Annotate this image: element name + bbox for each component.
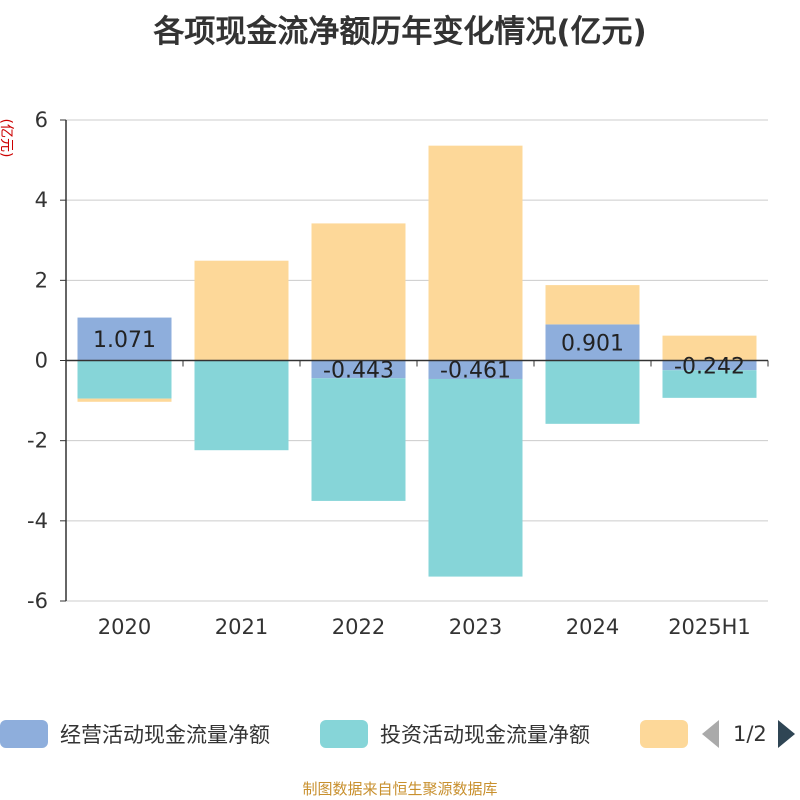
legend: 经营活动现金流量净额 投资活动现金流量净额 1/2 — [0, 716, 800, 756]
legend-pager: 1/2 — [702, 720, 795, 748]
bar-s0-2020 — [77, 317, 172, 361]
legend-swatch-1 — [320, 720, 368, 748]
x-tick-label-2025H1: 2025H1 — [668, 615, 751, 639]
bar-s1-2023 — [428, 378, 523, 577]
bar-s1-2022 — [311, 378, 406, 501]
legend-page-indicator: 1/2 — [733, 722, 767, 746]
legend-item-0[interactable]: 经营活动现金流量净额 — [0, 716, 270, 752]
legend-swatch-0 — [0, 720, 48, 748]
y-tick-label-4: -2 — [27, 429, 48, 453]
legend-swatch-2 — [640, 720, 688, 748]
data-label-s0-2025H1: -0.242 — [674, 354, 745, 379]
data-source-note: 制图数据来自恒生聚源数据库 — [302, 780, 498, 798]
chart-title: 各项现金流净额历年变化情况(亿元) — [153, 14, 647, 50]
bar-s2-2020 — [77, 398, 172, 402]
legend-label-1: 投资活动现金流量净额 — [380, 723, 590, 747]
x-tick-label-2024: 2024 — [566, 615, 619, 639]
y-tick-label-0: 6 — [35, 108, 48, 132]
bar-chart: 6 4 2 0 -2 -4 -6 2020 2021 2022 2023 2024 2025H1 1.07… — [27, 108, 769, 639]
bar-s0-2023 — [428, 360, 523, 379]
data-label-s0-2024: 0.901 — [561, 331, 624, 356]
y-tick-label-1: 4 — [35, 188, 48, 212]
legend-label-0: 经营活动现金流量净额 — [60, 723, 270, 747]
data-label-s0-2023: -0.461 — [440, 359, 511, 384]
y-tick-label-3: 0 — [35, 349, 48, 373]
legend-next-icon[interactable] — [777, 720, 795, 748]
bar-s2-2024 — [545, 285, 640, 325]
data-label-s0-2022: -0.443 — [323, 358, 394, 383]
x-tick-label-2022: 2022 — [332, 615, 385, 639]
bar-s2-2023 — [428, 145, 523, 361]
bar-s1-2020 — [77, 360, 172, 399]
bar-s0-2025H1 — [662, 360, 757, 371]
y-tick-label-2: 2 — [35, 268, 48, 292]
x-tick-label-2021: 2021 — [215, 615, 268, 639]
x-tick-label-2023: 2023 — [449, 615, 502, 639]
bar-s1-2025H1 — [662, 370, 757, 398]
bar-s1-2021 — [194, 360, 289, 451]
bar-s0-2022 — [311, 360, 406, 379]
legend-item-1[interactable]: 投资活动现金流量净额 — [320, 716, 590, 752]
bar-s1-2024 — [545, 360, 640, 424]
data-label-s0-2020: 1.071 — [93, 328, 156, 353]
bar-s2-2022 — [311, 223, 406, 361]
y-tick-label-5: -4 — [27, 509, 48, 533]
y-tick-label-6: -6 — [27, 589, 48, 613]
legend-prev-icon[interactable] — [702, 720, 719, 748]
bar-s2-2025H1 — [662, 335, 757, 361]
bar-s0-2024 — [545, 324, 640, 361]
bar-s2-2021 — [194, 260, 289, 361]
x-tick-label-2020: 2020 — [98, 615, 151, 639]
legend-item-2[interactable] — [640, 716, 700, 752]
